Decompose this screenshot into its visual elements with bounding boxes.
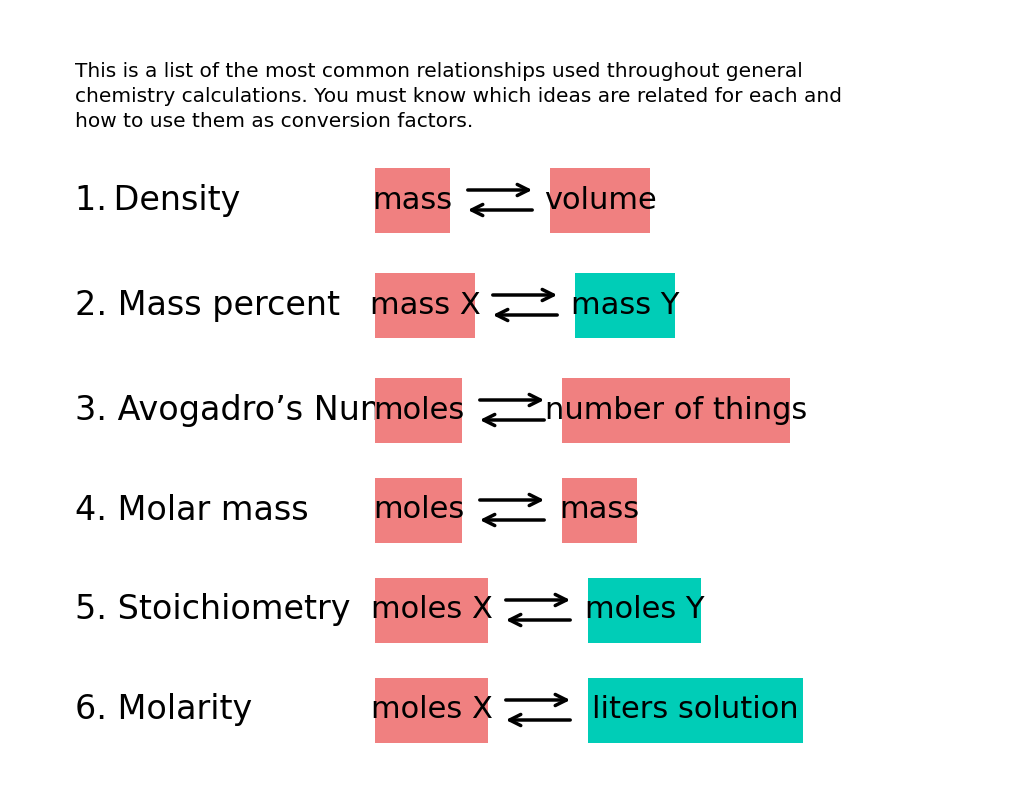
- Text: 4. Molar mass: 4. Molar mass: [75, 493, 309, 526]
- Text: moles X: moles X: [370, 596, 492, 625]
- Text: mass X: mass X: [369, 291, 480, 319]
- Text: number of things: number of things: [544, 396, 806, 425]
- Text: This is a list of the most common relationships used throughout general
chemistr: This is a list of the most common relati…: [75, 62, 841, 131]
- FancyBboxPatch shape: [375, 377, 462, 443]
- Text: moles: moles: [373, 496, 464, 525]
- FancyBboxPatch shape: [587, 678, 802, 742]
- Text: volume: volume: [543, 185, 656, 214]
- Text: mass: mass: [558, 496, 639, 525]
- FancyBboxPatch shape: [575, 273, 675, 337]
- FancyBboxPatch shape: [375, 168, 449, 232]
- Text: 6. Molarity: 6. Molarity: [75, 693, 252, 727]
- Text: liters solution: liters solution: [592, 696, 798, 724]
- Text: moles X: moles X: [370, 696, 492, 724]
- Text: 2. Mass percent: 2. Mass percent: [75, 288, 339, 322]
- FancyBboxPatch shape: [375, 478, 462, 542]
- FancyBboxPatch shape: [561, 377, 790, 443]
- Text: mass: mass: [372, 185, 452, 214]
- Text: 5. Stoichiometry: 5. Stoichiometry: [75, 593, 351, 626]
- Text: 3. Avogadro’s Number: 3. Avogadro’s Number: [75, 393, 447, 426]
- FancyBboxPatch shape: [549, 168, 649, 232]
- FancyBboxPatch shape: [375, 273, 475, 337]
- FancyBboxPatch shape: [587, 578, 700, 642]
- Text: moles: moles: [373, 396, 464, 425]
- Text: 1. Density: 1. Density: [75, 184, 240, 217]
- Text: moles Y: moles Y: [584, 596, 703, 625]
- FancyBboxPatch shape: [375, 678, 487, 742]
- Text: mass Y: mass Y: [571, 291, 679, 319]
- FancyBboxPatch shape: [561, 478, 637, 542]
- FancyBboxPatch shape: [375, 578, 487, 642]
